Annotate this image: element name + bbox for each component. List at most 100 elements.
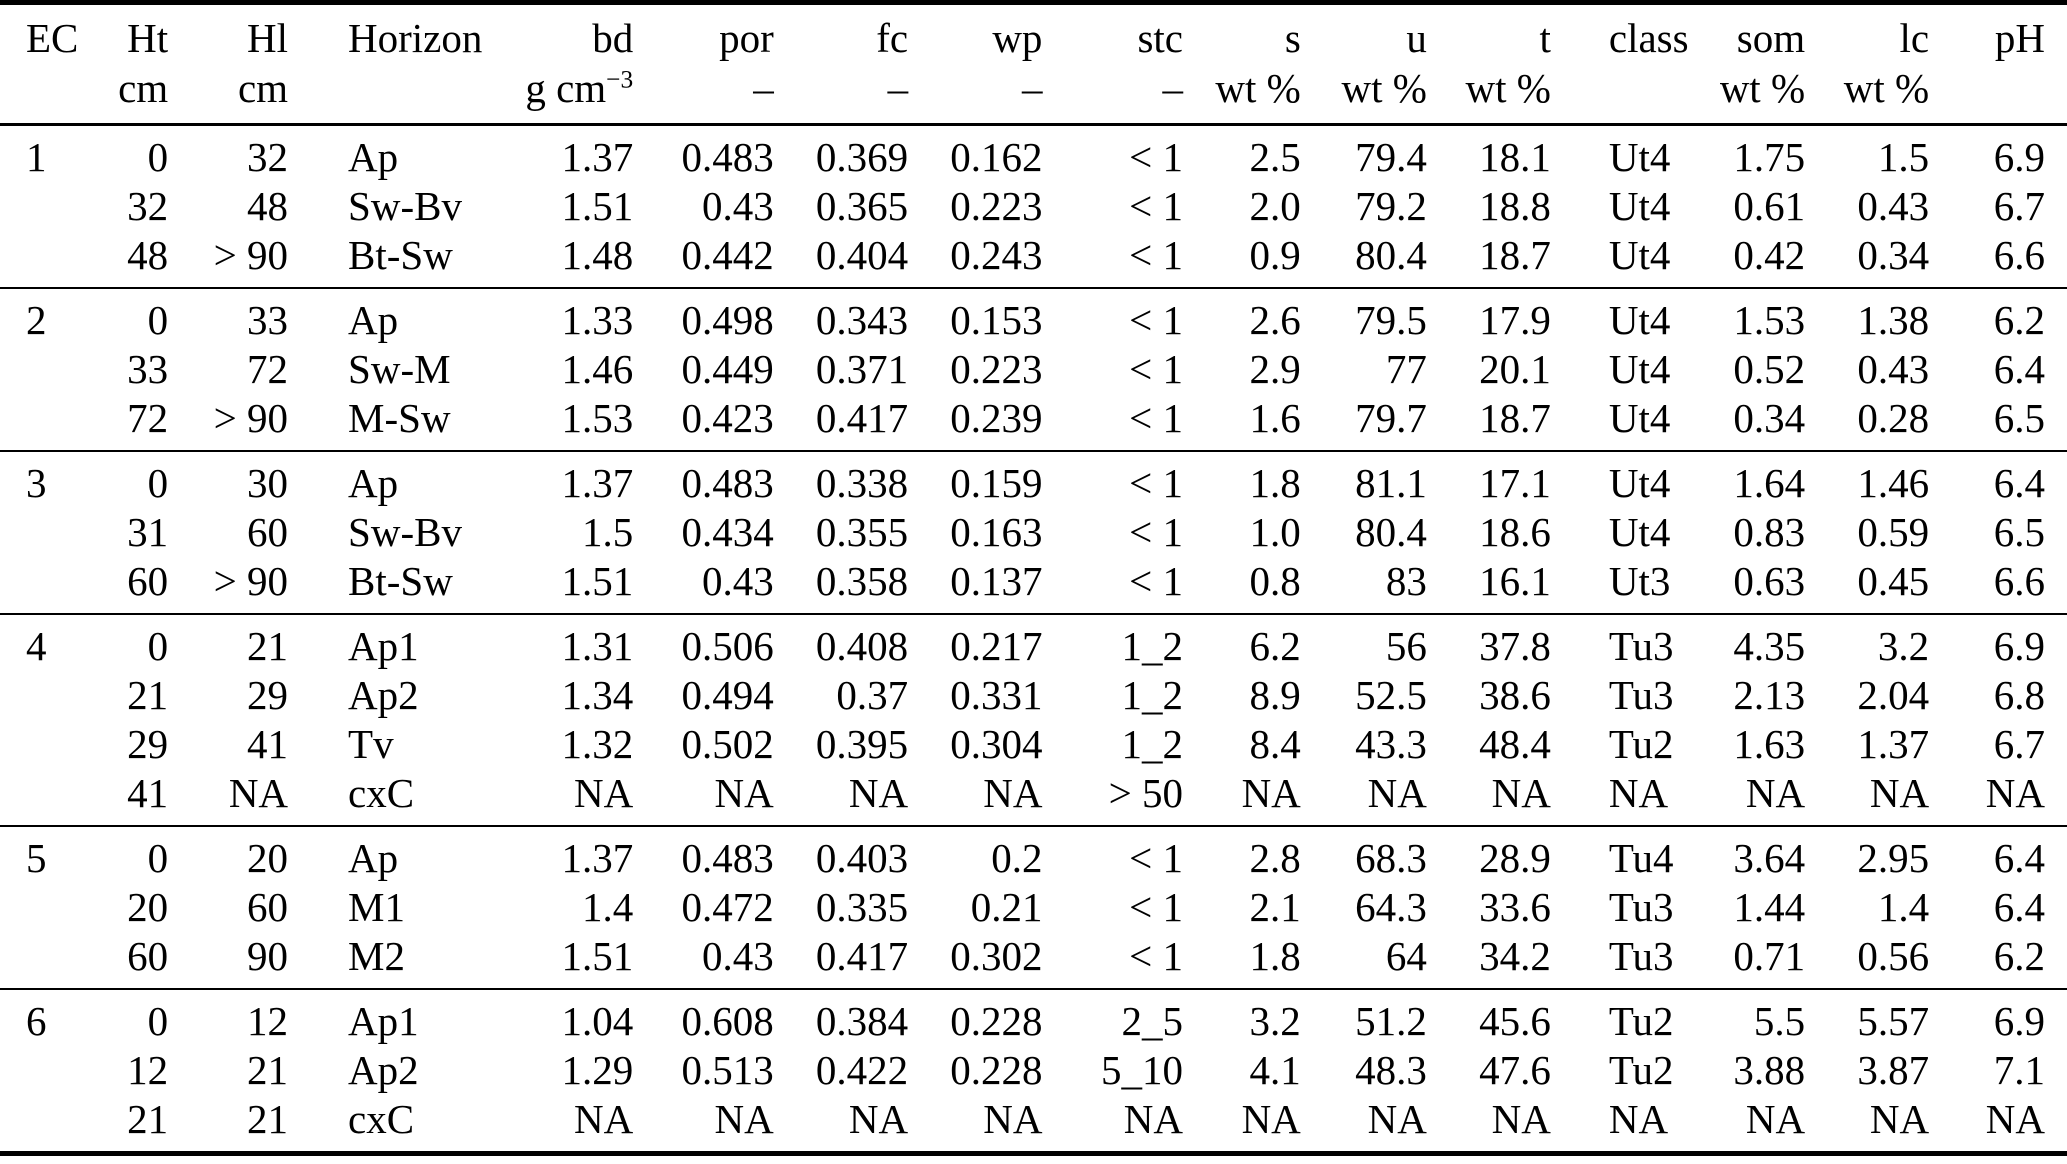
cell-lc: NA (1827, 768, 1952, 827)
cell-t: 33.6 (1479, 883, 1551, 930)
cell-s: 1.6 (1204, 393, 1323, 452)
cell-fc: 0.338 (815, 459, 909, 506)
cell-stc: < 1 (1064, 931, 1205, 990)
cell-t: 18.7 (1448, 393, 1573, 452)
cell-bd: NA (500, 768, 656, 827)
cell-lc: 1.5 (1877, 133, 1930, 180)
cell-ec: 2 (26, 296, 47, 343)
cell-ph: 6.4 (1993, 834, 2045, 881)
cell-wp: NA (983, 1095, 1043, 1142)
cell-class: NA (1608, 1095, 1669, 1142)
col-header-por: por (719, 15, 774, 61)
cell-por: 0.442 (655, 230, 796, 289)
cell-class: Ut4 (1608, 459, 1671, 506)
table-row: 33 72 Sw-M 1.46 0.449 0.371 0.223 < 1 2.9 77 20.1 U… (0, 344, 2067, 393)
cell-fc: 0.417 (795, 393, 931, 452)
cell-t: 38.6 (1479, 671, 1551, 718)
cell-bd: 1.5 (581, 508, 634, 555)
cell-s: 1.8 (1204, 931, 1323, 990)
cell-horizon: M2 (310, 931, 501, 990)
cell-hl: > 90 (190, 230, 311, 289)
cell-fc: 0.417 (795, 931, 931, 990)
cell-ec (0, 181, 110, 230)
cell-por: 0.472 (681, 883, 774, 930)
cell-som: 0.63 (1719, 556, 1828, 615)
table-row: 5 0 20 Ap 1.37 0.483 0.403 0.2 < 1 2.8 68.3 28.9 Tu4… (0, 826, 2067, 882)
cell-bd: 1.48 (500, 230, 656, 289)
cell-fc: 0.371 (815, 345, 909, 392)
cell-ec: 3 (26, 459, 47, 506)
cell-stc: < 1 (1129, 834, 1183, 881)
cell-t: 45.6 (1479, 997, 1551, 1044)
cell-s: 4.1 (1249, 1046, 1301, 1093)
cell-ph: NA (1951, 768, 2067, 827)
cell-horizon: Ap (348, 459, 399, 506)
cell-u: 56 (1385, 622, 1427, 669)
cell-bd: 1.37 (561, 133, 634, 180)
table-row: 60 > 90 Bt-Sw 1.51 0.43 0.358 0.137 < 1 0.8 83 16.… (0, 556, 2067, 615)
cell-s: 6.2 (1249, 622, 1301, 669)
cell-horizon: Ap2 (348, 1046, 419, 1093)
cell-t: 16.1 (1448, 556, 1573, 615)
cell-ph: 6.6 (1951, 556, 2067, 615)
table-row: 1 0 32 Ap 1.37 0.483 0.369 0.162 < 1 2.5 79.4 18.1 U… (0, 125, 2067, 182)
cell-horizon: M-Sw (310, 393, 501, 452)
cell-ht: 31 (127, 508, 169, 555)
cell-horizon: Sw-Bv (348, 508, 462, 555)
cell-horizon: Ap (348, 296, 399, 343)
cell-s: 2.6 (1249, 296, 1301, 343)
cell-ec: 5 (26, 834, 47, 881)
cell-u: 51.2 (1355, 997, 1427, 1044)
cell-u: 80.4 (1355, 508, 1427, 555)
cell-wp: 0.228 (950, 997, 1043, 1044)
cell-ph: 6.4 (1993, 883, 2045, 930)
cell-stc: < 1 (1129, 459, 1183, 506)
cell-wp: 0.2 (991, 834, 1043, 881)
col-header-stc: stc (1137, 15, 1183, 61)
cell-u: 68.3 (1355, 834, 1427, 881)
cell-stc: 2_5 (1121, 997, 1183, 1044)
cell-lc: 1.37 (1857, 720, 1930, 767)
col-header-wp: wp (992, 15, 1043, 61)
cell-wp: NA (930, 768, 1065, 827)
cell-ht: 60 (109, 931, 191, 990)
cell-stc: NA (1123, 1095, 1183, 1142)
cell-u: 79.5 (1355, 296, 1427, 343)
cell-ht: 20 (127, 883, 169, 930)
col-unit-u: wt % (1322, 63, 1449, 126)
cell-ph: 6.4 (1993, 345, 2045, 392)
cell-fc: NA (848, 1095, 909, 1142)
cell-hl: NA (190, 768, 311, 827)
cell-s: 8.4 (1249, 720, 1301, 767)
cell-stc: < 1 (1064, 393, 1205, 452)
cell-ec (0, 556, 110, 615)
cell-wp: 0.223 (950, 182, 1043, 229)
cell-hl: 12 (247, 997, 289, 1044)
cell-som: 1.44 (1733, 883, 1806, 930)
cell-stc: 1_2 (1121, 671, 1183, 718)
cell-lc: 2.04 (1857, 671, 1930, 718)
cell-t: 17.9 (1479, 296, 1551, 343)
cell-som: 0.42 (1719, 230, 1828, 289)
cell-ht: 21 (127, 1095, 169, 1142)
cell-fc: 0.404 (795, 230, 931, 289)
cell-som: 0.52 (1733, 345, 1806, 392)
col-unit-bd: g cm−3 (500, 63, 656, 126)
cell-stc: 1_2 (1121, 622, 1183, 669)
cell-horizon: cxC (310, 768, 501, 827)
cell-ec: 1 (26, 133, 47, 180)
col-header-som: som (1736, 15, 1806, 61)
col-unit-stc: – (1064, 63, 1205, 126)
cell-t: 18.6 (1479, 508, 1551, 555)
cell-u: 79.4 (1355, 133, 1427, 180)
col-unit-lc: wt % (1827, 63, 1952, 126)
cell-class: Ut4 (1608, 345, 1671, 392)
cell-horizon: Ap1 (348, 997, 419, 1044)
cell-u: NA (1322, 768, 1449, 827)
cell-u: 77 (1385, 345, 1427, 392)
cell-stc: > 50 (1064, 768, 1205, 827)
table-row: 21 29 Ap2 1.34 0.494 0.37 0.331 1_2 8.9 52.5 38.6 T… (0, 670, 2067, 719)
cell-class: Tu2 (1608, 1046, 1674, 1093)
cell-som: 5.5 (1753, 997, 1806, 1044)
col-header-ph: pH (1994, 15, 2045, 61)
